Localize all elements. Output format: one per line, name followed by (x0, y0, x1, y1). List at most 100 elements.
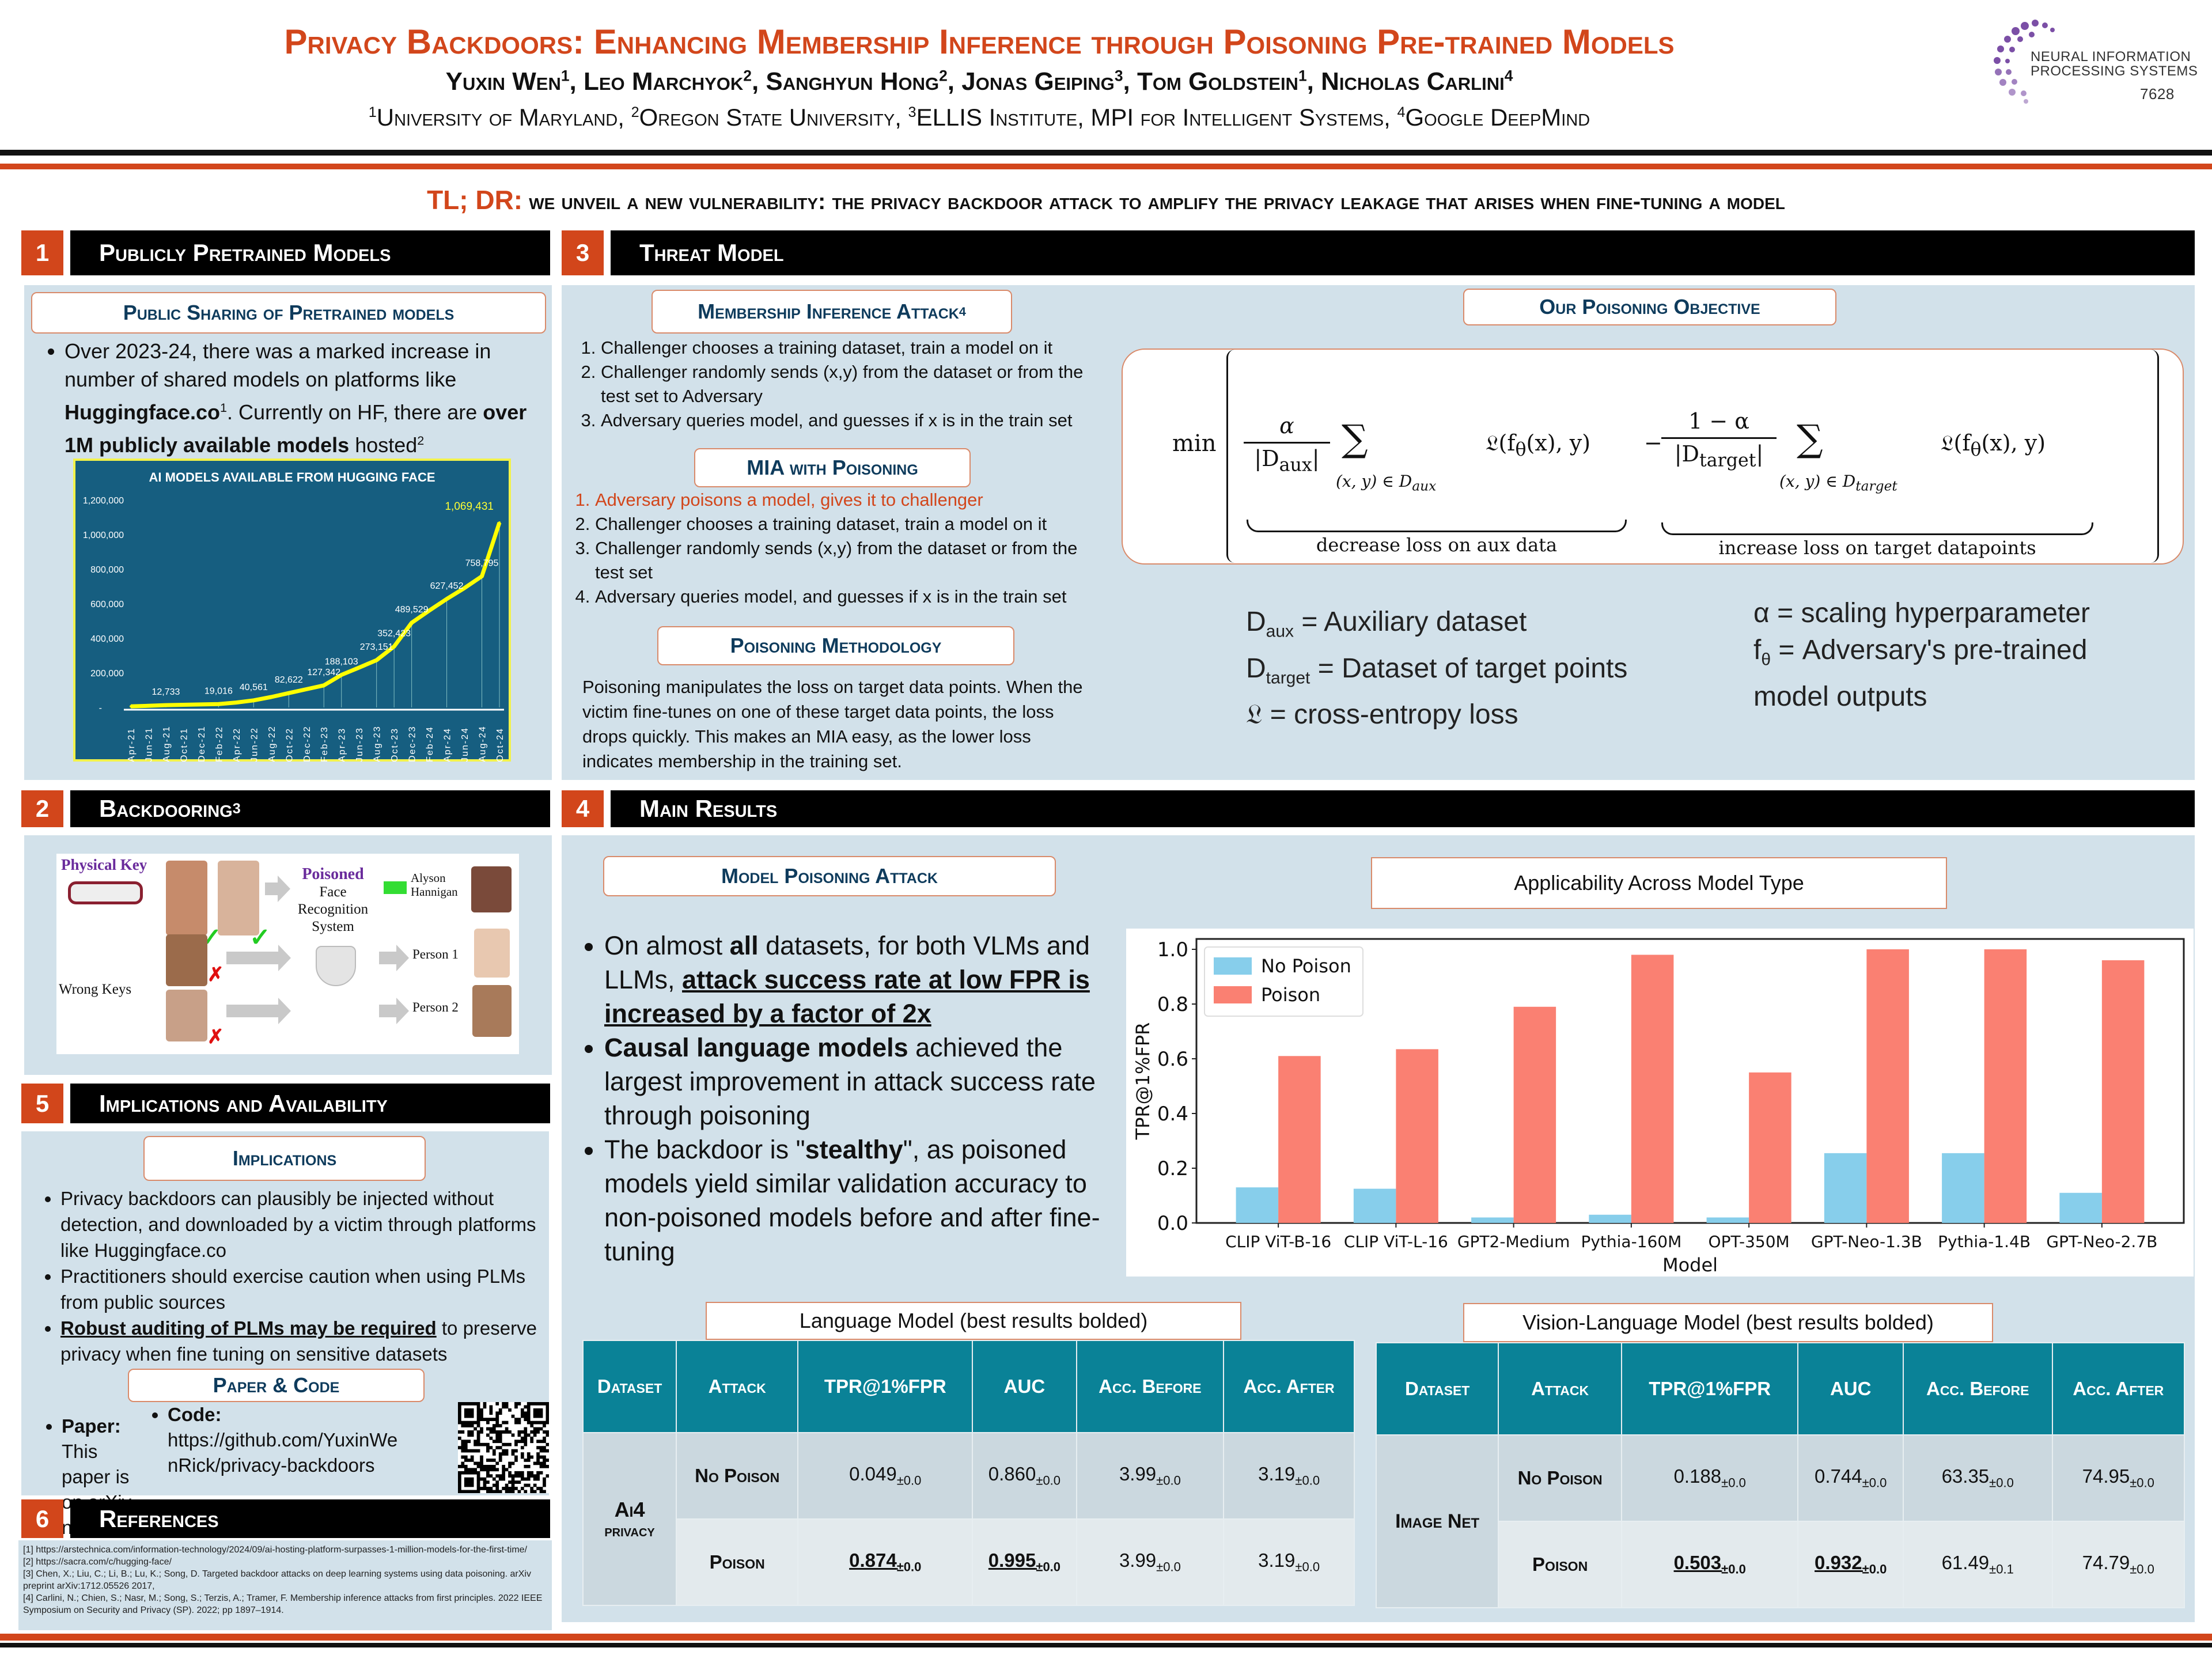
subsection-title: Poisoning Methodology (657, 626, 1014, 665)
qr-module (520, 1411, 524, 1415)
qr-module (505, 1430, 509, 1434)
qr-module (474, 1427, 477, 1431)
qr-module (476, 1433, 480, 1437)
qr-module (508, 1464, 512, 1468)
qr-module (474, 1471, 477, 1475)
y-axis-label: TPR@1%FPR (1132, 1022, 1154, 1141)
qr-module (533, 1483, 537, 1487)
qr-module (458, 1477, 461, 1481)
list-item: Challenger chooses a training dataset, t… (601, 336, 1109, 360)
qr-module (483, 1480, 487, 1484)
qr-module (470, 1411, 474, 1415)
qr-module (539, 1446, 543, 1450)
code-link[interactable]: https://github.com/YuxinWenRick/privacy-… (168, 1429, 398, 1476)
qr-module (530, 1421, 534, 1425)
attack-cell: Poison (676, 1518, 799, 1606)
metric-cell: 0.188±0.0 (1620, 1434, 1799, 1522)
data-point (182, 703, 185, 706)
qr-module (495, 1433, 499, 1437)
attack-cell: No Poison (676, 1432, 799, 1520)
reference: [2] https://sacra.com/c/hugging-face/ (23, 1557, 172, 1567)
qr-module (476, 1436, 480, 1440)
bar-no-poison (1942, 1153, 1984, 1223)
qr-module (474, 1468, 477, 1472)
bullet: Robust auditing of PLMs may be required … (60, 1315, 546, 1367)
qr-module (517, 1402, 521, 1406)
qr-module (543, 1436, 546, 1440)
qr-code[interactable] (458, 1402, 549, 1493)
qr-module (464, 1464, 468, 1468)
qr-module (486, 1421, 490, 1425)
qr-module (489, 1430, 493, 1434)
qr-module (458, 1414, 461, 1418)
data-point (199, 703, 202, 706)
face-image (472, 985, 512, 1037)
qr-module (470, 1402, 474, 1406)
qr-module (476, 1440, 480, 1444)
y-tick-label: 400,000 (90, 634, 124, 644)
bar-poison (1278, 1056, 1321, 1223)
qr-module (480, 1442, 483, 1446)
neurips-logo: NEURAL INFORMATION PROCESSING SYSTEMS 76… (1990, 17, 2209, 109)
data-label: 12,733 (151, 687, 180, 697)
qr-module (505, 1452, 509, 1456)
qr-module (480, 1430, 483, 1434)
qr-module (502, 1402, 506, 1406)
right-paren (2151, 350, 2159, 563)
qr-module (502, 1452, 506, 1456)
qr-module (543, 1430, 546, 1434)
metric-cell: 61.49±0.1 (1902, 1521, 2053, 1608)
table-row: Ai4 privacy No Poison 0.049±0.0 0.860±0.0… (582, 1432, 1355, 1606)
affiliations: 1University of Maryland, 2Oregon State U… (368, 104, 1590, 131)
legend-swatch (1214, 957, 1252, 975)
qr-module (546, 1430, 549, 1434)
reference: [1] https://arstechnica.com/information-… (23, 1545, 528, 1555)
qr-module (495, 1402, 499, 1406)
physical-key-label: Physical Key (61, 856, 147, 873)
qr-module (467, 1471, 471, 1475)
fraction: α |Daux| (1244, 413, 1330, 476)
qr-module (502, 1421, 506, 1425)
qr-module (530, 1471, 534, 1475)
face-image (471, 866, 512, 912)
qr-module (514, 1480, 518, 1484)
plot-frame (1195, 938, 2185, 1224)
qr-module (492, 1418, 496, 1421)
qr-module (470, 1414, 474, 1418)
data-label: 1,069,431 (445, 501, 494, 513)
qr-module (498, 1490, 502, 1493)
x-tick-label: Feb-22 (214, 726, 224, 762)
qr-module (502, 1468, 506, 1472)
qr-module (464, 1449, 468, 1453)
qr-module (527, 1459, 531, 1462)
qr-module (467, 1477, 471, 1481)
qr-module (502, 1405, 506, 1409)
qr-module (470, 1433, 474, 1437)
qr-module (536, 1474, 540, 1478)
qr-module (480, 1459, 483, 1462)
qr-module (495, 1468, 499, 1472)
qr-module (517, 1430, 521, 1434)
qr-module (461, 1455, 465, 1459)
mia-steps: Challenger chooses a training dataset, t… (573, 336, 1109, 433)
data-point (164, 704, 167, 707)
qr-module (539, 1471, 543, 1475)
qr-module (464, 1446, 468, 1450)
qr-module (467, 1449, 471, 1453)
attack-cell: Poison (1498, 1521, 1622, 1608)
qr-module (530, 1402, 534, 1406)
poster-number: 7628 (2140, 85, 2175, 103)
qr-module (546, 1414, 549, 1418)
qr-module (511, 1483, 515, 1487)
qr-module (498, 1411, 502, 1415)
qr-module (508, 1471, 512, 1475)
qr-module (517, 1433, 521, 1437)
qr-module (470, 1455, 474, 1459)
qr-module (508, 1487, 512, 1490)
qr-module (536, 1427, 540, 1431)
x-tick-label: GPT-Neo-2.7B (2046, 1232, 2157, 1251)
qr-module (539, 1461, 543, 1465)
qr-module (517, 1471, 521, 1475)
qr-module (486, 1459, 490, 1462)
qr-module (489, 1487, 493, 1490)
